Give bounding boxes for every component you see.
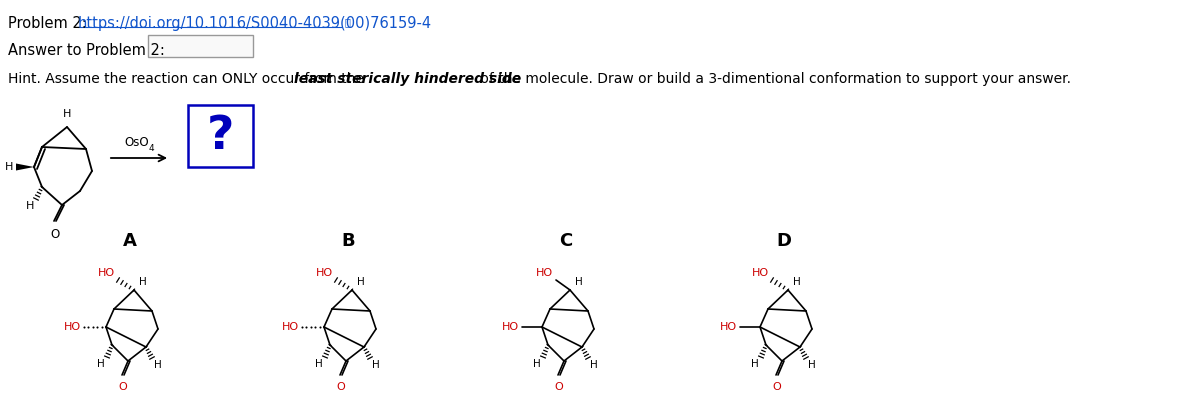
Text: Answer to Problem 2:: Answer to Problem 2: [8,43,164,58]
Text: O: O [337,382,346,392]
Text: HO: HO [64,322,82,332]
Text: least sterically hindered side: least sterically hindered side [294,72,521,86]
Text: H: H [808,360,816,370]
Text: OsO: OsO [125,136,149,149]
Text: Hint. Assume the reaction can ONLY occur from the: Hint. Assume the reaction can ONLY occur… [8,72,368,86]
Text: Problem 2:: Problem 2: [8,16,91,31]
Text: H: H [62,109,71,119]
Bar [188,105,253,167]
Text: H: H [751,359,760,369]
Text: https://doi.org/10.1016/S0040-4039(00)76159-4: https://doi.org/10.1016/S0040-4039(00)76… [78,16,432,31]
Text: O: O [554,382,563,392]
Text: H: H [372,360,379,370]
Text: O: O [773,382,781,392]
Text: H: H [5,162,13,172]
Text: ⧉: ⧉ [344,17,350,27]
Text: O: O [50,228,60,241]
Text: D: D [776,232,792,250]
Text: H: H [533,359,541,369]
Text: HO: HO [98,268,115,278]
Bar [148,35,253,57]
Text: H: H [575,277,583,287]
Text: C: C [559,232,572,250]
Text: H: H [590,360,598,370]
Text: HO: HO [502,322,520,332]
Text: A: A [124,232,137,250]
Polygon shape [16,163,34,171]
Text: H: H [316,359,323,369]
Text: H: H [139,277,146,287]
Text: H: H [97,359,106,369]
Text: 4: 4 [149,144,155,153]
Text: O: O [119,382,127,392]
Text: ?: ? [206,113,234,158]
Text: H: H [793,277,800,287]
Text: HO: HO [752,268,769,278]
Text: HO: HO [536,268,553,278]
Text: HO: HO [316,268,334,278]
Text: H: H [25,201,34,211]
Text: HO: HO [720,322,737,332]
Text: B: B [341,232,355,250]
Text: HO: HO [282,322,299,332]
Text: H: H [154,360,162,370]
Text: of the molecule. Draw or build a 3-dimentional conformation to support your answ: of the molecule. Draw or build a 3-dimen… [475,72,1070,86]
Text: H: H [358,277,365,287]
